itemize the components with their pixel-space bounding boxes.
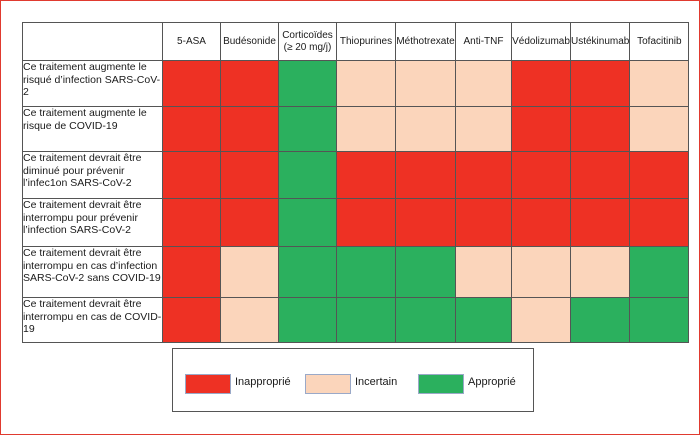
matrix-body: Ce traitement augmente le risqué d’infec… <box>22 60 690 343</box>
matrix-row: Ce traitement augmente le risque de COVI… <box>22 106 690 152</box>
rating-cell-red <box>220 60 279 107</box>
row-label: Ce traitement devrait être diminué pour … <box>22 151 163 199</box>
rating-cell-beige <box>629 106 690 152</box>
header-row: 5-ASA Budésonide Corticoïdes (≥ 20 mg/j) Th… <box>22 22 690 61</box>
rating-cell-red <box>511 198 571 247</box>
rating-cell-red <box>455 151 512 199</box>
rating-cell-red <box>569 198 631 247</box>
rating-cell-red <box>455 198 512 247</box>
rating-cell-red <box>220 198 279 247</box>
rating-cell-red <box>569 151 631 199</box>
matrix-row: Ce traitement augmente le risqué d’infec… <box>22 60 690 107</box>
rating-cell-beige <box>220 246 279 298</box>
rating-cell-green <box>336 246 396 298</box>
rating-cell-red <box>569 106 631 152</box>
row-label: Ce traitement devrait être interrompu en… <box>22 297 163 343</box>
rating-cell-beige <box>336 106 396 152</box>
rating-cell-red <box>162 151 221 199</box>
rating-cell-red <box>336 198 396 247</box>
legend-swatch-green <box>418 374 464 394</box>
rating-cell-red <box>395 151 456 199</box>
legend-label: Incertain <box>355 376 398 388</box>
legend-label: Inapproprié <box>235 376 291 388</box>
column-header: Budésonide <box>220 22 279 61</box>
rating-cell-red <box>511 60 571 107</box>
rating-cell-green <box>278 106 337 152</box>
column-header: Ustékinumab <box>569 22 631 61</box>
rating-cell-red <box>629 198 690 247</box>
rating-cell-green <box>455 297 512 343</box>
rating-cell-beige <box>455 246 512 298</box>
rating-cell-beige <box>455 106 512 152</box>
legend-swatch-beige <box>305 374 351 394</box>
corner-cell <box>22 22 163 61</box>
column-header: Tofacitinib <box>629 22 690 61</box>
rating-cell-red <box>336 151 396 199</box>
rating-cell-red <box>569 60 631 107</box>
rating-cell-green <box>336 297 396 343</box>
column-header: Corticoïdes (≥ 20 mg/j) <box>278 22 337 61</box>
column-header: Méthotrexate <box>395 22 456 61</box>
rating-cell-red <box>162 297 221 343</box>
rating-cell-red <box>162 246 221 298</box>
column-header: 5-ASA <box>162 22 221 61</box>
rating-cell-red <box>629 151 690 199</box>
rating-cell-green <box>278 198 337 247</box>
legend-swatch-red <box>185 374 231 394</box>
rating-cell-green <box>395 297 456 343</box>
row-label: Ce traitement augmente le risque de COVI… <box>22 106 163 152</box>
column-header: Anti-TNF <box>455 22 512 61</box>
rating-cell-red <box>162 198 221 247</box>
row-label: Ce traitement devrait être interrompu po… <box>22 198 163 247</box>
rating-cell-green <box>278 246 337 298</box>
matrix-row: Ce traitement devrait être interrompu en… <box>22 246 690 298</box>
rating-cell-beige <box>336 60 396 107</box>
rating-cell-beige <box>220 297 279 343</box>
rating-cell-green <box>629 246 690 298</box>
column-header: Védolizumab <box>511 22 571 61</box>
rating-cell-beige <box>455 60 512 107</box>
rating-cell-red <box>395 198 456 247</box>
rating-cell-red <box>162 106 221 152</box>
rating-cell-green <box>278 151 337 199</box>
legend: Inapproprié Incertain Approprié <box>172 348 534 412</box>
rating-cell-red <box>162 60 221 107</box>
rating-cell-beige <box>629 60 690 107</box>
rating-cell-beige <box>511 297 571 343</box>
rating-cell-red <box>511 151 571 199</box>
matrix-row: Ce traitement devrait être interrompu po… <box>22 198 690 247</box>
rating-cell-beige <box>569 246 631 298</box>
rating-cell-red <box>220 151 279 199</box>
rating-cell-red <box>220 106 279 152</box>
rating-cell-beige <box>511 246 571 298</box>
row-label: Ce traitement devrait être interrompu en… <box>22 246 163 298</box>
rating-cell-beige <box>395 60 456 107</box>
rating-cell-green <box>278 60 337 107</box>
rating-cell-green <box>395 246 456 298</box>
legend-label: Approprié <box>468 376 516 388</box>
column-header: Thiopurines <box>336 22 396 61</box>
matrix-row: Ce traitement devrait être interrompu en… <box>22 297 690 343</box>
row-label: Ce traitement augmente le risqué d’infec… <box>22 60 163 107</box>
rating-cell-green <box>569 297 631 343</box>
rating-cell-beige <box>395 106 456 152</box>
rating-cell-green <box>278 297 337 343</box>
rating-cell-green <box>629 297 690 343</box>
rating-cell-red <box>511 106 571 152</box>
matrix-row: Ce traitement devrait être diminué pour … <box>22 151 690 199</box>
treatment-matrix: 5-ASA Budésonide Corticoïdes (≥ 20 mg/j) Th… <box>22 22 690 343</box>
